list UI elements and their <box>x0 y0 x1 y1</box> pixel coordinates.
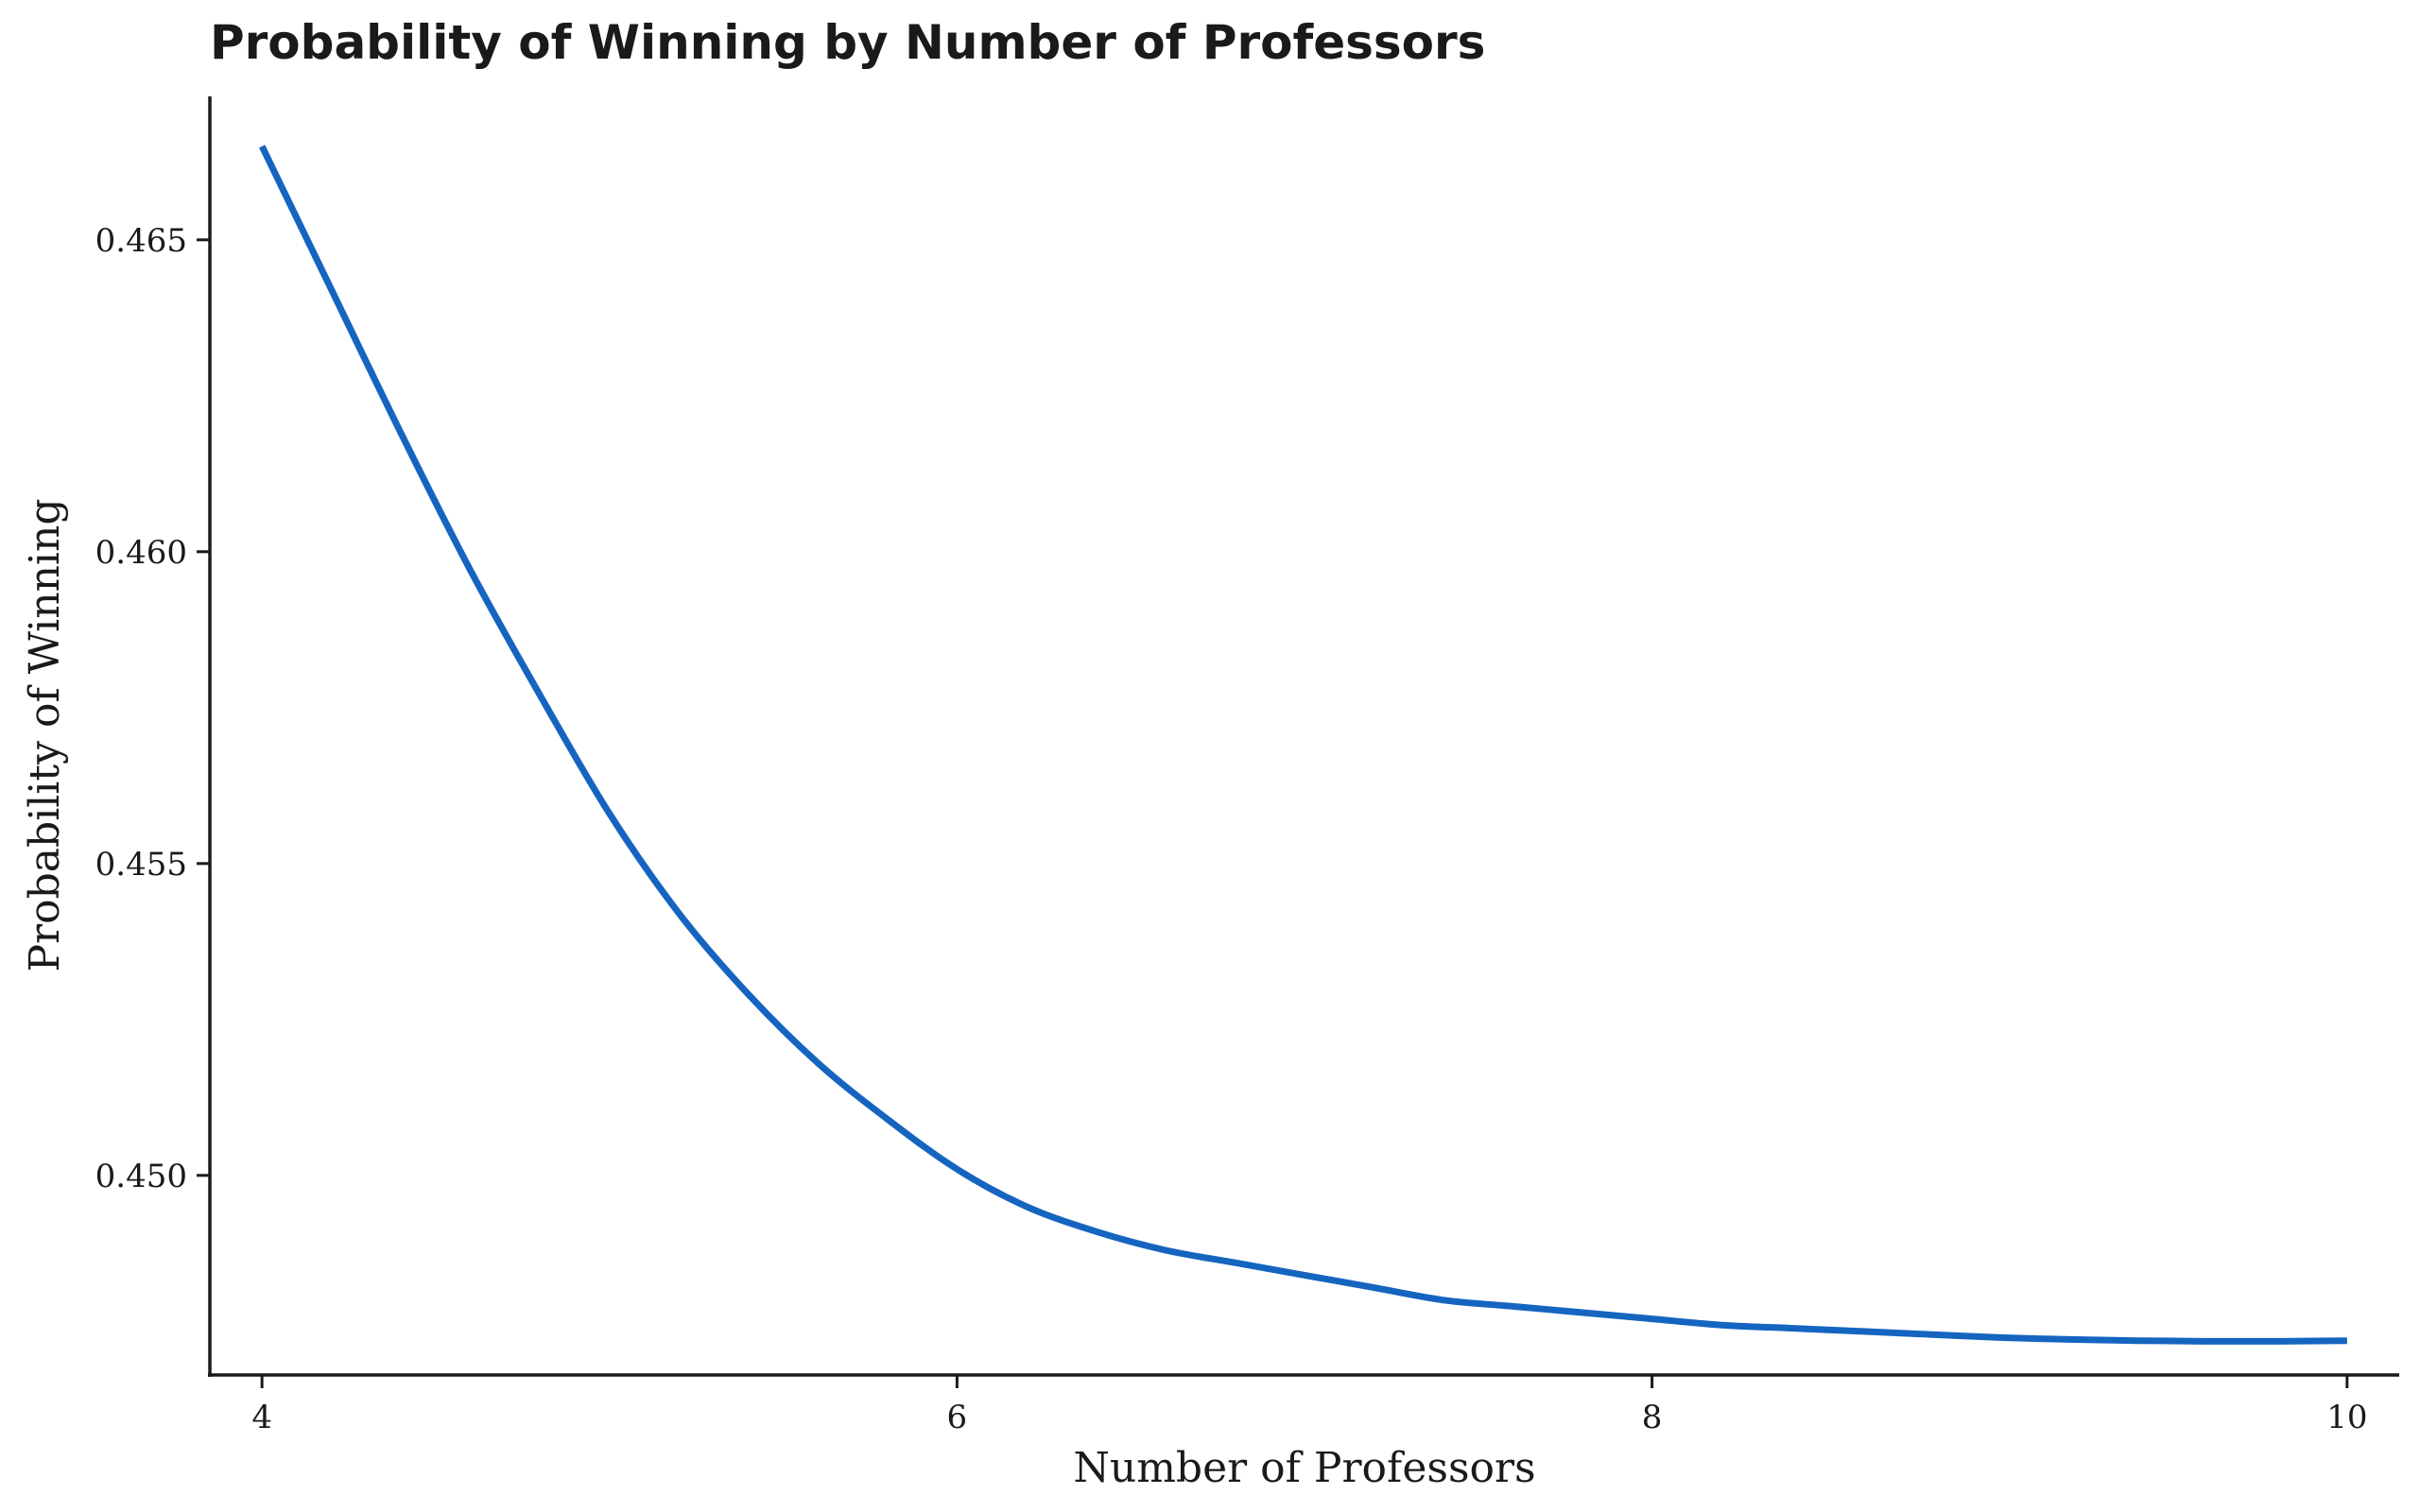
x-tick-label: 10 <box>2326 1399 2367 1436</box>
x-axis-ticks: 4 6 8 10 <box>251 1375 2367 1436</box>
y-tick-label: 0.455 <box>95 846 187 884</box>
x-tick-label: 8 <box>1642 1399 1663 1436</box>
y-tick-label: 0.460 <box>95 534 187 572</box>
y-tick-label: 0.465 <box>95 222 187 260</box>
y-axis-ticks: 0.450 0.455 0.460 0.465 <box>95 222 210 1195</box>
series-group <box>258 145 2347 1345</box>
series-line <box>258 145 2347 1345</box>
plot-area: 0.450 0.455 0.460 0.465 4 6 8 10 <box>95 96 2399 1436</box>
x-axis-title: Number of Professors <box>1073 1444 1535 1492</box>
x-tick-label: 6 <box>947 1399 968 1436</box>
chart-title: Probability of Winning by Number of Prof… <box>210 15 1485 70</box>
y-axis-title: Probability of Winning <box>21 499 69 972</box>
x-tick-label: 4 <box>251 1399 272 1436</box>
y-tick-label: 0.450 <box>95 1158 187 1195</box>
